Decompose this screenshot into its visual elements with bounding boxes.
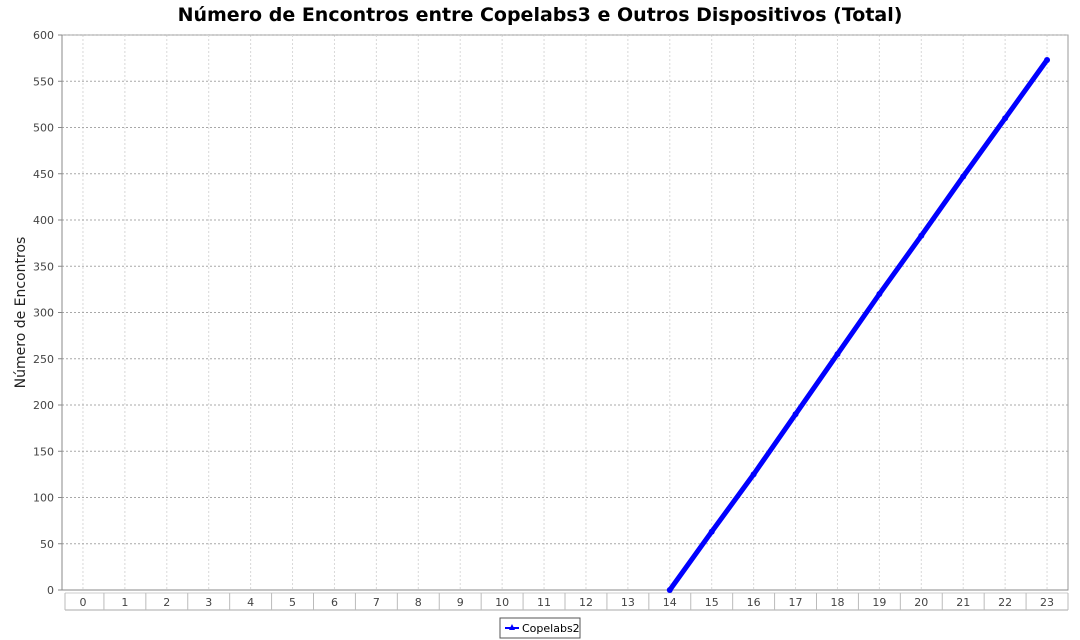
data-point — [792, 411, 799, 418]
y-tick-label: 450 — [33, 168, 54, 181]
y-tick-label: 350 — [33, 260, 54, 273]
legend-marker-icon — [509, 624, 515, 630]
y-tick-label: 600 — [33, 29, 54, 42]
x-tick-label: 16 — [747, 596, 761, 609]
x-tick-label: 6 — [331, 596, 338, 609]
y-tick-label: 400 — [33, 214, 54, 227]
data-point — [960, 173, 967, 180]
plot-area — [61, 34, 1069, 591]
legend-label: Copelabs2 — [522, 622, 580, 635]
y-tick-label: 50 — [40, 538, 54, 551]
x-tick-label: 23 — [1040, 596, 1054, 609]
y-tick-label: 550 — [33, 75, 54, 88]
x-tick-label: 15 — [705, 596, 719, 609]
x-tick-label: 18 — [830, 596, 844, 609]
x-tick-label: 10 — [495, 596, 509, 609]
x-tick-label: 12 — [579, 596, 593, 609]
x-tick-label: 17 — [789, 596, 803, 609]
data-point — [708, 528, 715, 535]
y-tick-label: 100 — [33, 492, 54, 505]
data-point — [750, 471, 757, 478]
x-axis-ticks: 0 1 2 3 4 5 6 7 8 9 10 11 12 13 14 15 16 17 18 19 20 21 22 23 — [64, 592, 1069, 611]
x-tick-label: 4 — [247, 596, 254, 609]
y-tick-label: 150 — [33, 445, 54, 458]
x-tick-label: 20 — [914, 596, 928, 609]
data-point — [834, 351, 841, 358]
x-tick-label: 21 — [956, 596, 970, 609]
x-tick-label: 0 — [79, 596, 86, 609]
x-tick-label: 19 — [872, 596, 886, 609]
y-axis-label: Número de Encontros — [13, 237, 29, 389]
x-tick-label: 8 — [415, 596, 422, 609]
series-lines — [666, 56, 1051, 593]
y-tick-label: 250 — [33, 353, 54, 366]
grid-lines — [62, 34, 1068, 590]
data-point — [1044, 56, 1051, 63]
data-point — [876, 291, 883, 297]
y-tick-label: 200 — [33, 399, 54, 412]
legend-box — [499, 617, 581, 639]
x-tick-label: 13 — [621, 596, 635, 609]
y-axis-ticks: 0 50 100 150 200 250 300 350 400 450 500 550 600 — [33, 29, 62, 597]
y-tick-label: 500 — [33, 122, 54, 135]
x-tick-label: 3 — [205, 596, 212, 609]
y-tick-label: 0 — [47, 584, 54, 597]
y-tick-label: 300 — [33, 307, 54, 320]
x-tick-label: 2 — [163, 596, 170, 609]
data-point — [666, 587, 673, 593]
x-tick-label: 5 — [289, 596, 296, 609]
x-tick-label: 11 — [537, 596, 551, 609]
x-tick-label: 9 — [457, 596, 464, 609]
data-point — [918, 232, 925, 239]
data-point — [1002, 115, 1009, 122]
legend: Copelabs2 — [499, 617, 581, 639]
x-tick-label: 22 — [998, 596, 1012, 609]
x-tick-label: 7 — [373, 596, 380, 609]
x-tick-label: 14 — [663, 596, 677, 609]
plot-background — [61, 34, 1069, 591]
series-line — [667, 57, 1050, 593]
chart-title: Número de Encontros entre Copelabs3 e Ou… — [178, 4, 903, 26]
x-tick-label: 1 — [121, 596, 128, 609]
